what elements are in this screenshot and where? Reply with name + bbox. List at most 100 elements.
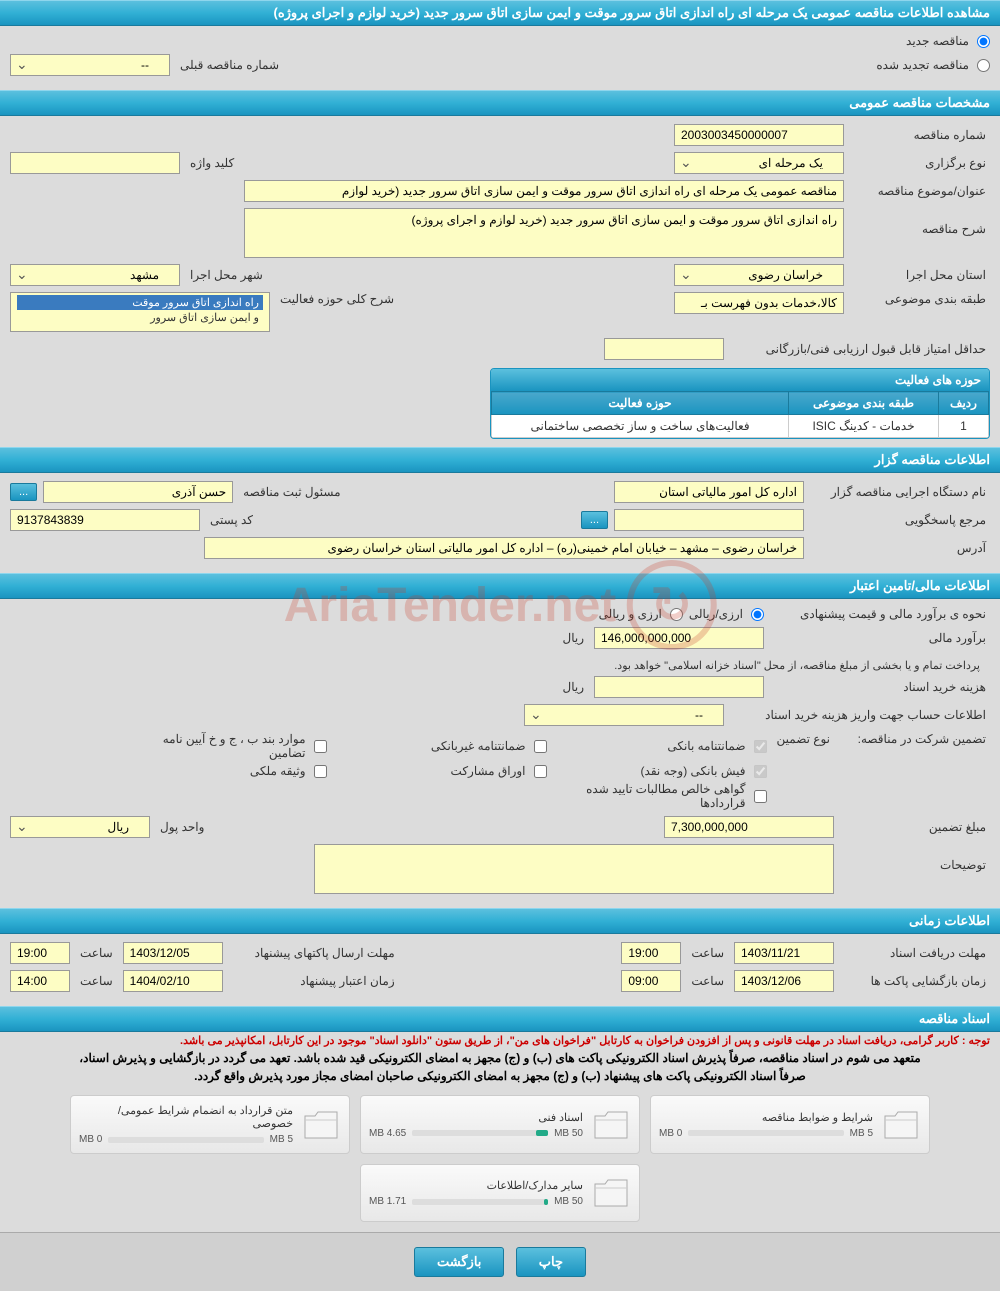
cb-nonbank-label: ضمانتنامه غیربانکی [431, 739, 526, 753]
radio-both-label: ارزی و ریالی [599, 607, 662, 621]
section-general: مشخصات مناقصه عمومی [0, 90, 1000, 116]
section-docs: اسناد مناقصه [0, 1006, 1000, 1032]
guarantee-type-label: نوع تضمین [773, 732, 834, 746]
guarantee-amount-field[interactable] [664, 816, 834, 838]
validity-label: زمان اعتبار پیشنهاد [229, 974, 399, 988]
docs-bold-note1: متعهد می شوم در اسناد مناقصه، صرفاً پذیر… [0, 1049, 1000, 1067]
file-card-1[interactable]: اسناد فنی 50 MB4.65 MB [360, 1095, 640, 1154]
activity-col-0: ردیف [939, 392, 989, 415]
file-used-3: 1.71 MB [369, 1196, 406, 1207]
back-button[interactable]: بازگشت [414, 1247, 504, 1277]
print-button[interactable]: چاپ [516, 1247, 586, 1277]
minscore-field[interactable] [604, 338, 724, 360]
keyword-field[interactable] [10, 152, 180, 174]
tender-type-area: مناقصه جدید مناقصه تجدید شده شماره مناقص… [0, 26, 1000, 90]
responsible-label: مسئول ثبت مناقصه [239, 485, 344, 499]
city-select[interactable]: مشهد [10, 264, 180, 286]
file-name-0: شرایط و ضوابط مناقصه [659, 1111, 873, 1124]
open-time[interactable] [621, 970, 681, 992]
file-card-3[interactable]: سایر مدارک/اطلاعات 50 MB1.71 MB [360, 1164, 640, 1222]
prev-number-select[interactable]: -- [10, 54, 170, 76]
cb-nonbank-guarantee[interactable] [534, 740, 547, 753]
validity-date[interactable] [123, 970, 223, 992]
activity-cell-scope: فعالیت‌های ساخت و ساز تخصصی ساختمانی [492, 415, 789, 438]
responsible-lookup-button[interactable]: ... [10, 483, 37, 501]
address-label: آدرس [810, 541, 990, 555]
ref-lookup-button[interactable]: ... [581, 511, 608, 529]
province-select[interactable]: خراسان رضوی [674, 264, 844, 286]
radio-renewed-label: مناقصه تجدید شده [876, 58, 969, 72]
cb-bank-guarantee[interactable] [754, 740, 767, 753]
cb-property-label: وثیقه ملکی [250, 764, 306, 778]
scope-item-0[interactable]: راه اندازی اتاق سرور موقت [17, 295, 263, 310]
time-area: مهلت دریافت اسناد ساعت مهلت ارسال پاکتها… [0, 934, 1000, 1006]
orgname-field[interactable] [614, 481, 804, 503]
file-name-2: متن قرارداد به انضمام شرایط عمومی/خصوصی [79, 1104, 293, 1130]
folder-icon [301, 1105, 341, 1145]
guarantee-checkboxes: ضمانتنامه بانکی ضمانتنامه غیربانکی موارد… [127, 732, 767, 810]
scope-multiselect[interactable]: راه اندازی اتاق سرور موقت و ایمن سازی ات… [10, 292, 270, 332]
doc-deadline-label: مهلت دریافت اسناد [840, 946, 990, 960]
city-label: شهر محل اجرا [186, 268, 267, 282]
file-used-2: 0 MB [79, 1134, 102, 1145]
unit-label: واحد پول [156, 820, 208, 834]
category-field[interactable] [674, 292, 844, 314]
cb-bonds[interactable] [534, 765, 547, 778]
radio-renewed-tender[interactable] [977, 59, 990, 72]
cb-property[interactable] [314, 765, 327, 778]
province-label: استان محل اجرا [850, 268, 990, 282]
activity-cell-n: 1 [939, 415, 989, 438]
account-select[interactable]: -- [524, 704, 724, 726]
cb-cash-label: فیش بانکی (وجه نقد) [641, 764, 746, 778]
unit-select[interactable]: ریال [10, 816, 150, 838]
open-date[interactable] [734, 970, 834, 992]
file-total-1: 50 MB [554, 1128, 583, 1139]
subject-field[interactable] [244, 180, 844, 202]
ref-field[interactable] [614, 509, 804, 531]
desc-textarea[interactable] [244, 208, 844, 258]
radio-new-tender[interactable] [977, 35, 990, 48]
postal-field[interactable] [10, 509, 200, 531]
doccost-currency: ریال [558, 680, 588, 694]
general-area: شماره مناقصه نوع برگزاری یک مرحله ای کلی… [0, 116, 1000, 447]
radio-both[interactable] [670, 608, 683, 621]
estimate-field[interactable] [594, 627, 764, 649]
action-bar: چاپ بازگشت [0, 1232, 1000, 1291]
folder-icon [881, 1105, 921, 1145]
cb-claims[interactable] [754, 790, 767, 803]
activity-col-1: طبقه بندی موضوعی [789, 392, 939, 415]
validity-time[interactable] [10, 970, 70, 992]
responsible-field[interactable] [43, 481, 233, 503]
ref-label: مرجع پاسخگویی [810, 513, 990, 527]
type-select[interactable]: یک مرحله ای [674, 152, 844, 174]
doc-deadline-date[interactable] [734, 942, 834, 964]
radio-rial[interactable] [751, 608, 764, 621]
minscore-label: حداقل امتیاز قابل قبول ارزیابی فنی/بازرگ… [730, 342, 990, 356]
remarks-label: توضیحات [840, 844, 990, 872]
activity-title: حوزه های فعالیت [491, 369, 989, 391]
tender-number-field[interactable] [674, 124, 844, 146]
desc-label: شرح مناقصه [850, 208, 990, 236]
bid-deadline-label: مهلت ارسال پاکتهای پیشنهاد [229, 946, 399, 960]
guarantee-label: تضمین شرکت در مناقصه: [840, 732, 990, 746]
scope-item-1[interactable]: و ایمن سازی اتاق سرور [17, 310, 263, 325]
account-label: اطلاعات حساب جهت واریز هزینه خرید اسناد [730, 708, 990, 722]
doccost-field[interactable] [594, 676, 764, 698]
open-label: زمان بازگشایی پاکت ها [840, 974, 990, 988]
file-card-2[interactable]: متن قرارداد به انضمام شرایط عمومی/خصوصی … [70, 1095, 350, 1154]
remarks-textarea[interactable] [314, 844, 834, 894]
subject-label: عنوان/موضوع مناقصه [850, 184, 990, 198]
cb-regulation[interactable] [314, 740, 327, 753]
file-card-0[interactable]: شرایط و ضوابط مناقصه 5 MB0 MB [650, 1095, 930, 1154]
prev-number-label: شماره مناقصه قبلی [176, 58, 283, 72]
bid-deadline-date[interactable] [123, 942, 223, 964]
cb-cash[interactable] [754, 765, 767, 778]
address-field[interactable] [204, 537, 804, 559]
activity-cell-cat: خدمات - کدینگ ISIC [789, 415, 939, 438]
postal-label: کد پستی [206, 513, 257, 527]
folder-icon [591, 1105, 631, 1145]
type-label: نوع برگزاری [850, 156, 990, 170]
finance-area: نحوه ی برآورد مالی و قیمت پیشنهادی ارزی/… [0, 599, 1000, 908]
doc-deadline-time[interactable] [621, 942, 681, 964]
bid-deadline-time[interactable] [10, 942, 70, 964]
